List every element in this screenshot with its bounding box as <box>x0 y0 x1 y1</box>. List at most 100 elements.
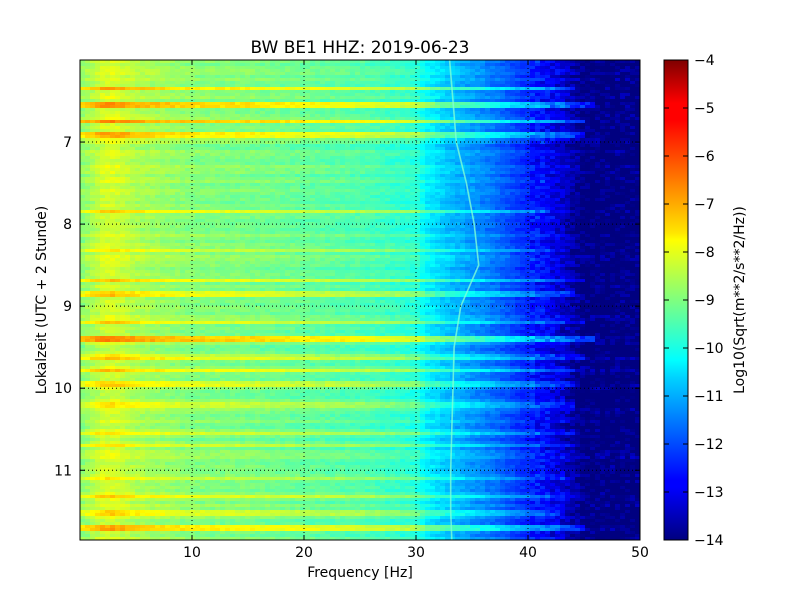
heatmap-cell <box>510 63 516 67</box>
heatmap-cell <box>210 63 216 67</box>
heatmap-cell <box>150 84 156 88</box>
heatmap-cell <box>310 78 316 82</box>
heatmap-cell <box>360 96 366 100</box>
heatmap-cell <box>550 72 556 76</box>
heatmap-cell <box>350 60 356 64</box>
heatmap-cell <box>135 69 141 73</box>
heatmap-cell <box>490 90 496 94</box>
heatmap-cell <box>90 93 96 97</box>
heatmap-cell <box>500 84 506 88</box>
heatmap-cell <box>540 81 546 85</box>
heatmap-cell <box>180 84 186 88</box>
heatmap-cell <box>315 96 321 100</box>
heatmap-cell <box>110 69 116 73</box>
heatmap-cell <box>335 75 341 79</box>
heatmap-cell <box>300 69 306 73</box>
heatmap-cell <box>215 81 221 85</box>
heatmap-cell <box>175 78 181 82</box>
heatmap-cell <box>230 90 236 94</box>
heatmap-cell <box>450 84 456 88</box>
heatmap-cell <box>445 81 451 85</box>
heatmap-cell <box>445 87 451 91</box>
heatmap-cell <box>300 90 306 94</box>
heatmap-cell <box>185 93 191 97</box>
heatmap-cell <box>365 72 371 76</box>
heatmap-cell <box>550 78 556 82</box>
heatmap-cell <box>290 90 296 94</box>
heatmap-cell <box>465 90 471 94</box>
heatmap-cell <box>620 87 626 91</box>
heatmap-cell <box>130 75 136 79</box>
heatmap-cell <box>610 66 616 70</box>
heatmap-cell <box>385 75 391 79</box>
heatmap-cell <box>495 81 501 85</box>
heatmap-cell <box>590 84 596 88</box>
heatmap-cell <box>590 75 596 79</box>
heatmap-cell <box>480 87 486 91</box>
heatmap-cell <box>480 69 486 73</box>
heatmap-cell <box>140 60 146 64</box>
heatmap-cell <box>240 69 246 73</box>
heatmap-cell <box>110 96 116 100</box>
heatmap-cell <box>400 96 406 100</box>
heatmap-cell <box>395 96 401 100</box>
heatmap-cell <box>155 63 161 67</box>
heatmap-cell <box>285 81 291 85</box>
heatmap-cell <box>535 69 541 73</box>
heatmap-cell <box>630 93 636 97</box>
heatmap-cell <box>475 90 481 94</box>
heatmap-cell <box>445 63 451 67</box>
heatmap-cell <box>385 69 391 73</box>
heatmap-cell <box>215 96 221 100</box>
heatmap-cell <box>185 63 191 67</box>
heatmap-cell <box>440 81 446 85</box>
heatmap-cell <box>340 81 346 85</box>
heatmap-cell <box>345 72 351 76</box>
heatmap-cell <box>385 84 391 88</box>
heatmap-cell <box>475 84 481 88</box>
heatmap-cell <box>490 63 496 67</box>
heatmap-cell <box>170 93 176 97</box>
heatmap-cell <box>130 96 136 100</box>
heatmap-cell <box>585 81 591 85</box>
heatmap-cell <box>385 78 391 82</box>
heatmap-cell <box>385 72 391 76</box>
heatmap-cell <box>620 60 626 64</box>
heatmap-cell <box>165 96 171 100</box>
heatmap-cell <box>515 75 521 79</box>
heatmap-cell <box>265 75 271 79</box>
heatmap-cell <box>505 69 511 73</box>
heatmap-cell <box>305 75 311 79</box>
heatmap-cell <box>195 60 201 64</box>
heatmap-cell <box>235 75 241 79</box>
heatmap-cell <box>350 66 356 70</box>
heatmap-cell <box>460 75 466 79</box>
heatmap-cell <box>345 66 351 70</box>
heatmap-cell <box>480 93 486 97</box>
heatmap-cell <box>210 72 216 76</box>
heatmap-cell <box>565 75 571 79</box>
heatmap-cell <box>500 75 506 79</box>
heatmap-cell <box>355 63 361 67</box>
heatmap-cell <box>185 84 191 88</box>
heatmap-cell <box>225 84 231 88</box>
heatmap-cell <box>300 93 306 97</box>
heatmap-cell <box>560 78 566 82</box>
heatmap-cell <box>150 60 156 64</box>
heatmap-cell <box>395 72 401 76</box>
heatmap-cell <box>290 96 296 100</box>
heatmap-cell <box>485 69 491 73</box>
heatmap-cell <box>150 66 156 70</box>
heatmap-cell <box>315 69 321 73</box>
heatmap-cell <box>105 87 111 91</box>
heatmap-cell <box>370 87 376 91</box>
heatmap-cell <box>255 87 261 91</box>
heatmap-cell <box>325 78 331 82</box>
heatmap-cell <box>230 96 236 100</box>
heatmap-cell <box>445 60 451 64</box>
heatmap-cell <box>415 84 421 88</box>
heatmap-cell <box>300 75 306 79</box>
heatmap-cell <box>125 66 131 70</box>
heatmap-cell <box>150 78 156 82</box>
heatmap-cell <box>300 96 306 100</box>
